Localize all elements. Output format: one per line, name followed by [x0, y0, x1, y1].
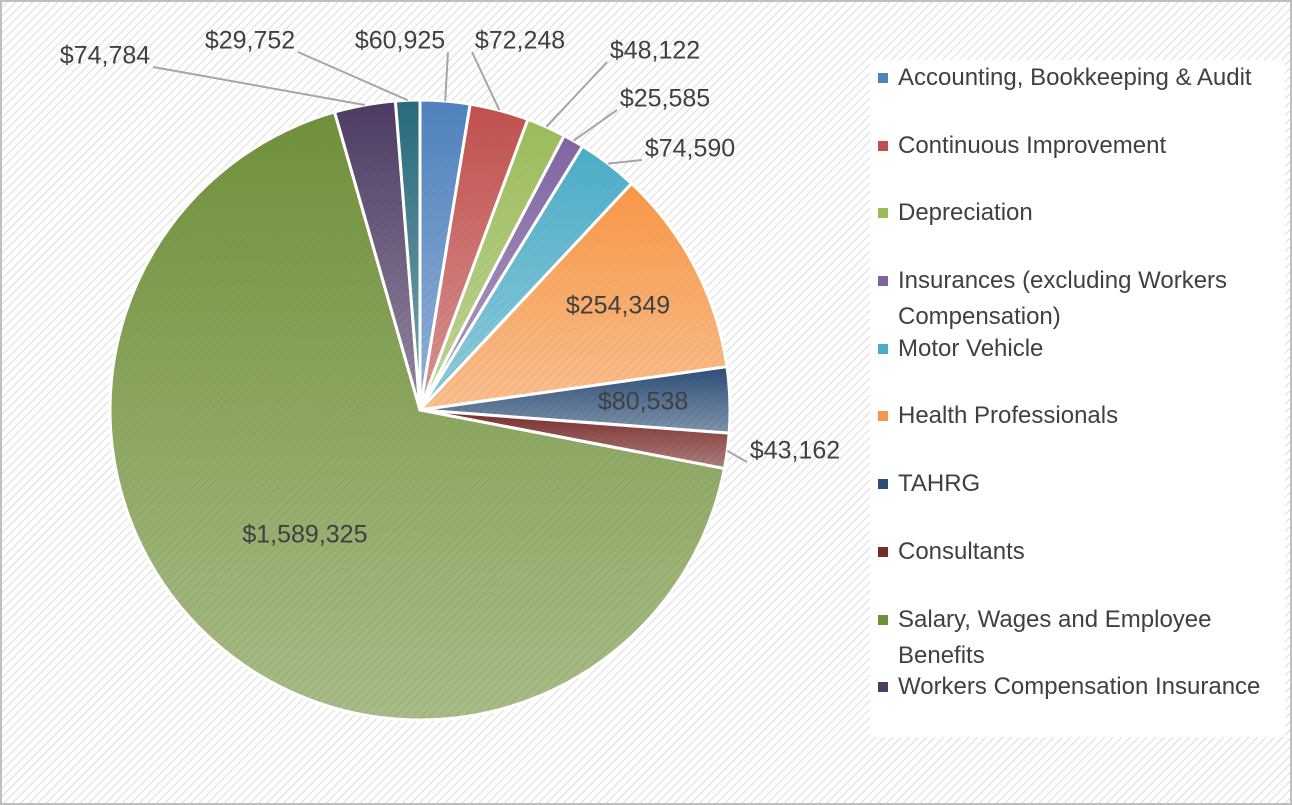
leader-line: [152, 66, 365, 106]
pie-slice: [416, 181, 729, 413]
legend-item: Consultants: [870, 534, 1285, 602]
legend-swatch: [878, 682, 888, 693]
legend-swatch: [878, 140, 888, 151]
legend-label: Salary, Wages and Employee Benefits: [898, 605, 1212, 669]
data-label: $74,784: [60, 42, 150, 70]
legend-item: Salary, Wages and Employee Benefits: [870, 602, 1285, 670]
legend-item: Depreciation: [870, 195, 1285, 263]
legend-label: Depreciation: [898, 199, 1033, 227]
leader-line: [444, 51, 449, 102]
legend-label: Accounting, Bookkeeping & Audit: [898, 64, 1252, 91]
data-label: $29,752: [205, 27, 295, 55]
data-label: $60,925: [355, 27, 445, 55]
legend-swatch: [878, 411, 888, 422]
legend-label: Consultants: [898, 537, 1025, 565]
data-label: $254,349: [566, 292, 670, 320]
legend-label: Insurances (excluding Workers Compensati…: [898, 267, 1228, 331]
legend-swatch: [878, 614, 888, 625]
data-label: $48,122: [610, 37, 700, 65]
leader-line: [726, 450, 748, 463]
legend-swatch: [878, 479, 888, 490]
legend-item: TAHRG: [870, 466, 1285, 534]
legend-item: Continuous Improvement: [870, 128, 1285, 196]
legend-item: Workers Compensation Insurance: [870, 669, 1285, 737]
data-label: $43,162: [750, 437, 840, 465]
leader-line: [545, 61, 608, 128]
legend-swatch: [878, 276, 888, 287]
legend-swatch: [878, 208, 888, 219]
legend: Accounting, Bookkeeping & Audit Continuou…: [870, 60, 1285, 737]
leader-line: [471, 51, 501, 111]
data-label: $25,585: [620, 85, 710, 113]
legend-item: Accounting, Bookkeeping & Audit: [870, 60, 1285, 128]
legend-label: Continuous Improvement: [898, 131, 1167, 159]
legend-swatch: [878, 343, 888, 354]
leader-line: [297, 51, 409, 102]
legend-label: TAHRG: [898, 470, 981, 498]
legend-swatch: [878, 546, 888, 557]
legend-label: Motor Vehicle: [898, 334, 1044, 362]
data-label: $1,589,325: [242, 520, 367, 548]
data-label: $72,248: [475, 27, 565, 55]
data-label: $80,538: [598, 387, 688, 415]
legend-item: Insurances (excluding Workers Compensati…: [870, 263, 1285, 331]
legend-label: Health Professionals: [898, 402, 1119, 430]
pie-slice: [108, 110, 727, 722]
legend-swatch: [878, 73, 888, 83]
leader-line: [607, 159, 643, 165]
legend-item: Motor Vehicle: [870, 331, 1285, 399]
leader-line: [572, 109, 618, 142]
data-label: $74,590: [645, 135, 735, 163]
legend-label: Workers Compensation Insurance: [898, 673, 1261, 701]
legend-item: Health Professionals: [870, 398, 1285, 466]
